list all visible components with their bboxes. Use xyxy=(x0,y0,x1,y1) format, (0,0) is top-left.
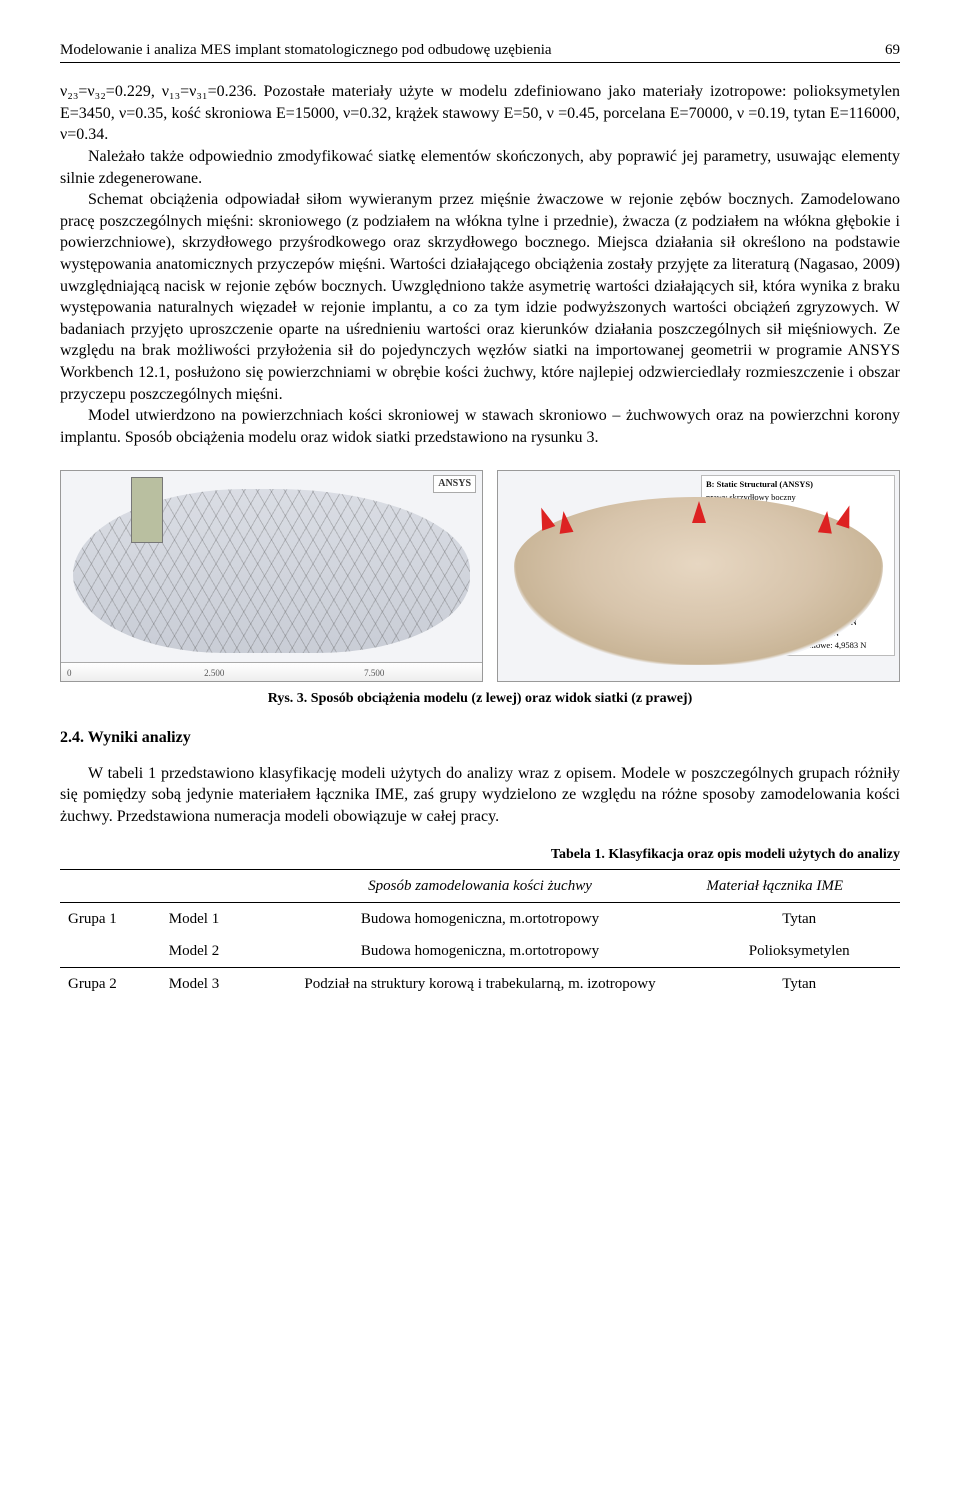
cell-model: Model 2 xyxy=(161,935,262,968)
force-arrow-icon xyxy=(818,511,834,534)
cell-group: Grupa 2 xyxy=(60,968,161,1001)
table-row: Model 2Budowa homogeniczna, m.ortotropow… xyxy=(60,935,900,968)
scale-ruler: 0 2.500 7.500 xyxy=(61,662,482,681)
cell-desc: Budowa homogeniczna, m.ortotropowy xyxy=(262,902,699,935)
section-heading-2-4: 2.4. Wyniki analizy xyxy=(60,727,900,749)
page-number: 69 xyxy=(885,40,900,60)
paragraph-2: Należało także odpowiednio zmodyfikować … xyxy=(60,146,900,189)
cell-group xyxy=(60,935,161,968)
figure-3-caption: Rys. 3. Sposób obciążenia modelu (z lewe… xyxy=(60,690,900,709)
force-arrow-icon xyxy=(557,510,574,534)
force-arrow-icon xyxy=(692,501,706,523)
cell-desc: Podział na struktury korową i trabekular… xyxy=(262,968,699,1001)
implant-illustration xyxy=(131,477,163,543)
section-2-4-body: W tabeli 1 przedstawiono klasyfikację mo… xyxy=(60,763,900,828)
section-2-4-paragraph: W tabeli 1 przedstawiono klasyfikację mo… xyxy=(60,763,900,828)
running-title: Modelowanie i analiza MES implant stomat… xyxy=(60,40,552,60)
table-1: Sposób zamodelowania kości żuchwy Materi… xyxy=(60,869,900,1001)
table-row: Grupa 2Model 3Podział na struktury korow… xyxy=(60,968,900,1001)
ansys-logo-tag: ANSYS xyxy=(433,475,476,493)
table-row: Grupa 1Model 1Budowa homogeniczna, m.ort… xyxy=(60,902,900,935)
cell-desc: Budowa homogeniczna, m.ortotropowy xyxy=(262,935,699,968)
running-header: Modelowanie i analiza MES implant stomat… xyxy=(60,40,900,63)
figure-3-right-load-view: B: Static Structural (ANSYS) prawy skrzy… xyxy=(497,470,900,682)
table-1-caption: Tabela 1. Klasyfikacja oraz opis modeli … xyxy=(60,846,900,865)
paragraph-1: ν₂₃=ν₃₂=0.229, ν₁₃=ν₃₁=0.236. Pozostałe … xyxy=(60,81,900,146)
body-text: ν₂₃=ν₃₂=0.229, ν₁₃=ν₃₁=0.236. Pozostałe … xyxy=(60,81,900,448)
table-head-desc: Sposób zamodelowania kości żuchwy xyxy=(262,869,699,902)
figure-3-left-mesh-view: ANSYS 0 2.500 7.500 xyxy=(60,470,483,682)
table-head-material: Materiał łącznika IME xyxy=(698,869,900,902)
ruler-mark: 0 xyxy=(67,667,72,679)
cell-material: Tytan xyxy=(698,968,900,1001)
legend-title: B: Static Structural (ANSYS) xyxy=(706,479,890,490)
paragraph-4: Model utwierdzono na powierzchniach kośc… xyxy=(60,405,900,448)
ruler-mark: 2.500 xyxy=(204,667,224,679)
cell-group: Grupa 1 xyxy=(60,902,161,935)
paragraph-3: Schemat obciążenia odpowiadał siłom wywi… xyxy=(60,189,900,405)
ruler-mark: 7.500 xyxy=(364,667,384,679)
cell-material: Tytan xyxy=(698,902,900,935)
cell-material: Polioksymetylen xyxy=(698,935,900,968)
cell-model: Model 1 xyxy=(161,902,262,935)
cell-model: Model 3 xyxy=(161,968,262,1001)
figure-3: ANSYS 0 2.500 7.500 B: Static Structural… xyxy=(60,470,900,682)
